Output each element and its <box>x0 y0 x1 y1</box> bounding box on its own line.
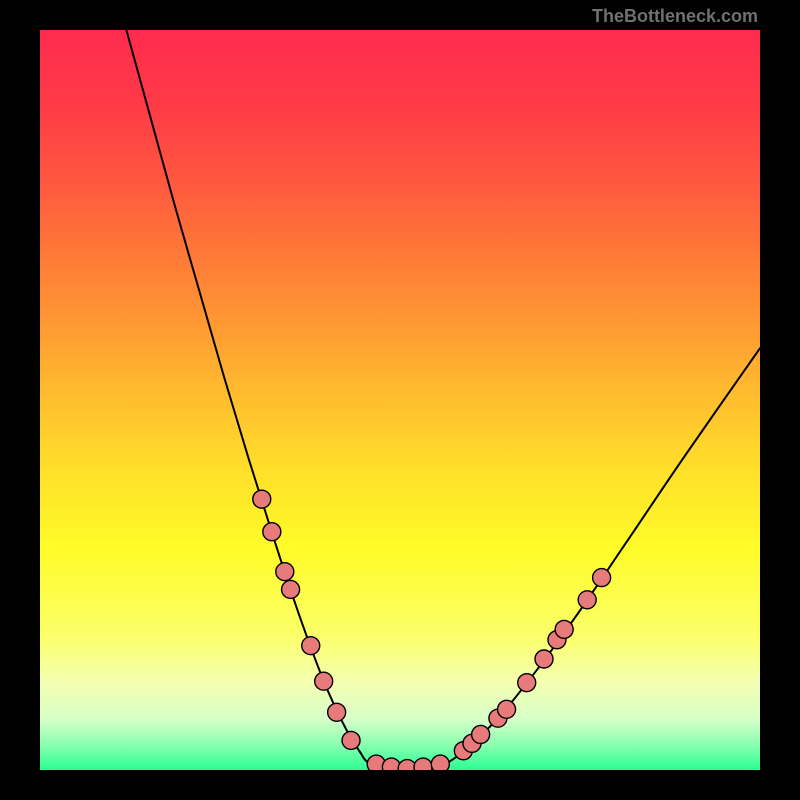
marker-dot <box>414 758 432 770</box>
watermark-text: TheBottleneck.com <box>592 6 758 27</box>
marker-dot <box>498 700 516 718</box>
marker-dot <box>472 725 490 743</box>
marker-dot <box>315 672 333 690</box>
marker-dot <box>302 637 320 655</box>
outer-frame: TheBottleneck.com <box>0 0 800 800</box>
marker-dot <box>276 563 294 581</box>
chart-svg <box>40 30 760 770</box>
marker-dot <box>593 569 611 587</box>
marker-dot <box>518 674 536 692</box>
marker-dot <box>263 523 281 541</box>
marker-dot <box>253 490 271 508</box>
marker-dot <box>578 591 596 609</box>
marker-dot <box>431 755 449 770</box>
marker-dot <box>555 620 573 638</box>
marker-dot <box>342 731 360 749</box>
plot-area <box>40 30 760 770</box>
marker-dot <box>535 650 553 668</box>
marker-dot <box>328 703 346 721</box>
marker-dot <box>282 580 300 598</box>
